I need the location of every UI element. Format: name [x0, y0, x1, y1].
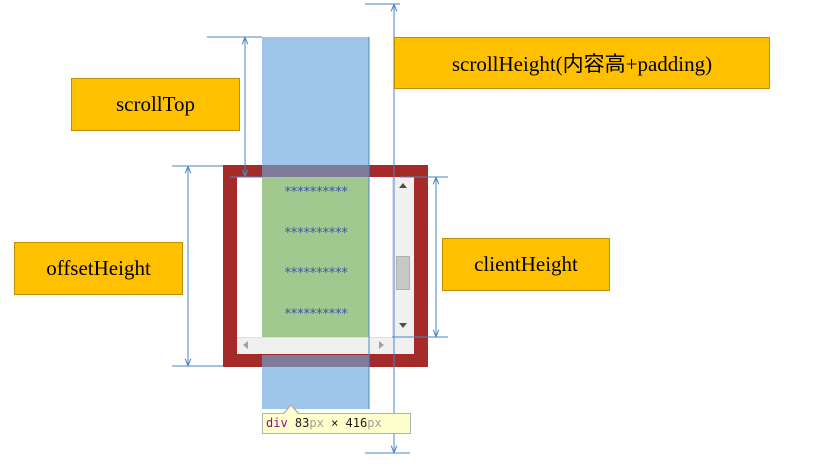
stars-row: **********: [283, 307, 349, 322]
tooltip-pointer-fill: [284, 406, 298, 414]
stars-row: **********: [283, 185, 349, 200]
content-overflow-bottom: [262, 367, 369, 409]
stars-row: **********: [283, 266, 349, 281]
clientheight-label: clientHeight: [442, 238, 610, 291]
scrollbar-corner: [392, 337, 414, 354]
offsetheight-label: offsetHeight: [14, 242, 183, 295]
scroll-down-icon[interactable]: [399, 323, 407, 328]
tooltip-height: 416: [345, 416, 368, 430]
content-overflow-top: [262, 37, 369, 165]
scroll-right-icon[interactable]: [379, 341, 384, 349]
tooltip-width-unit: px: [309, 416, 324, 430]
content-behind-border-bottom: [262, 355, 369, 367]
element-size-tooltip: div 83px × 416px: [262, 413, 411, 434]
visible-content: [262, 177, 369, 337]
stars-row: **********: [283, 226, 349, 241]
scroll-left-icon[interactable]: [243, 341, 248, 349]
tooltip-tag: div: [266, 416, 288, 430]
scroll-up-icon[interactable]: [399, 183, 407, 188]
tooltip-height-unit: px: [367, 416, 382, 430]
scrollheight-label: scrollHeight(内容高+padding): [394, 37, 770, 89]
scrolltop-label: scrollTop: [71, 78, 240, 131]
tooltip-width: 83: [294, 416, 310, 430]
content-behind-border-top: [262, 165, 369, 177]
horizontal-scrollbar[interactable]: [237, 337, 392, 354]
tooltip-separator: ×: [331, 416, 339, 430]
